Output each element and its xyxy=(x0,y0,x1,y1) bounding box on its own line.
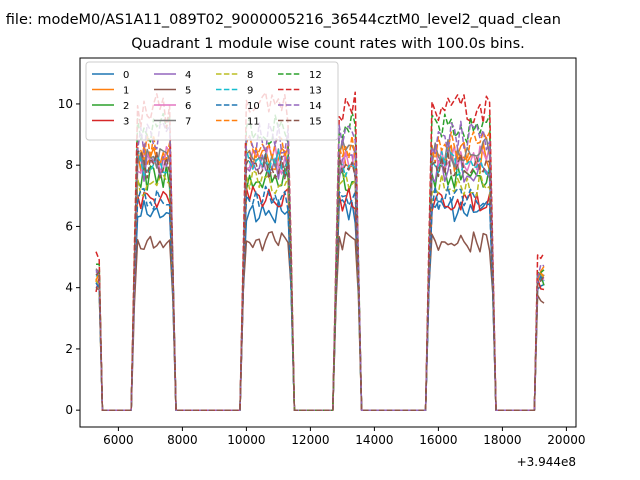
y-tick-label: 0 xyxy=(65,403,73,417)
legend-label: 10 xyxy=(247,101,260,112)
series-lines xyxy=(95,91,545,411)
x-offset-label: +3.944e8 xyxy=(517,455,576,469)
legend-label: 1 xyxy=(123,86,129,97)
legend-label: 12 xyxy=(309,70,322,81)
series-line xyxy=(95,231,545,411)
x-axis: 6000 8000 10000 12000 14000 16000 18000 20000 xyxy=(103,427,585,447)
legend-label: 15 xyxy=(309,117,322,128)
series-line xyxy=(95,150,545,411)
x-tick-label: 14000 xyxy=(355,433,393,447)
series-line xyxy=(95,185,545,411)
legend-label: 0 xyxy=(123,70,129,81)
x-tick-label: 6000 xyxy=(103,433,134,447)
y-tick-label: 4 xyxy=(65,281,73,295)
x-tick-label: 16000 xyxy=(419,433,457,447)
legend-label: 7 xyxy=(185,117,191,128)
legend-label: 3 xyxy=(123,117,129,128)
series-line xyxy=(95,185,545,411)
series-line xyxy=(95,137,545,411)
legend-label: 8 xyxy=(247,70,253,81)
y-axis: 0 2 4 6 8 10 xyxy=(58,97,80,417)
legend-label: 6 xyxy=(185,101,191,112)
series-line xyxy=(95,198,545,411)
y-tick-label: 10 xyxy=(58,97,73,111)
legend-label: 2 xyxy=(123,101,129,112)
legend-label: 13 xyxy=(309,86,322,97)
y-tick-label: 6 xyxy=(65,219,73,233)
legend-box xyxy=(85,61,339,141)
x-tick-label: 10000 xyxy=(227,433,265,447)
x-tick-label: 20000 xyxy=(547,433,585,447)
legend-label: 5 xyxy=(185,86,191,97)
y-tick-label: 2 xyxy=(65,342,73,356)
legend-label: 14 xyxy=(309,101,322,112)
chart-title: Quadrant 1 module wise count rates with … xyxy=(131,36,525,52)
y-tick-label: 8 xyxy=(65,158,73,172)
legend-label: 9 xyxy=(247,86,253,97)
legend-label: 11 xyxy=(247,117,260,128)
x-tick-label: 12000 xyxy=(291,433,329,447)
x-tick-label: 8000 xyxy=(167,433,198,447)
series-line xyxy=(95,170,545,411)
x-tick-label: 18000 xyxy=(483,433,521,447)
legend-label: 4 xyxy=(185,70,191,81)
figure-suptitle: h file: modeM0/AS1A11_089T02_9000005216_… xyxy=(0,12,561,28)
axes-frame xyxy=(79,57,577,428)
